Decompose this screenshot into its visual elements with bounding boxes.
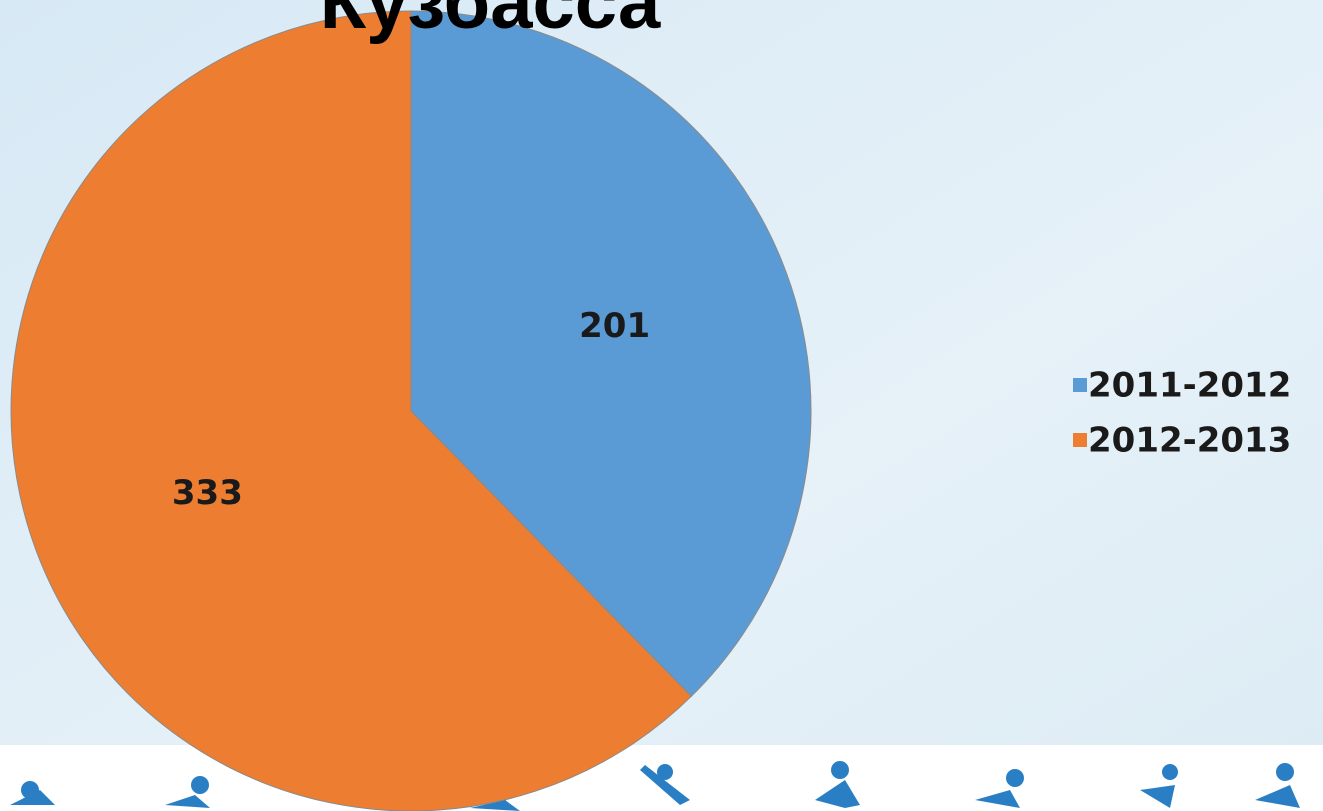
data-label: 201 bbox=[579, 306, 650, 346]
legend-label: 2012-2013 bbox=[1088, 421, 1291, 461]
slide: 201 333 2011-2012 2012-2013 Кузбасса bbox=[0, 0, 1323, 811]
pie-plot: 201 333 bbox=[11, 11, 811, 811]
chart-title: Кузбасса bbox=[320, 0, 661, 45]
legend-swatch bbox=[1073, 378, 1087, 392]
legend-swatch bbox=[1073, 433, 1087, 447]
legend-label: 2011-2012 bbox=[1088, 366, 1291, 406]
data-label: 333 bbox=[172, 473, 243, 513]
